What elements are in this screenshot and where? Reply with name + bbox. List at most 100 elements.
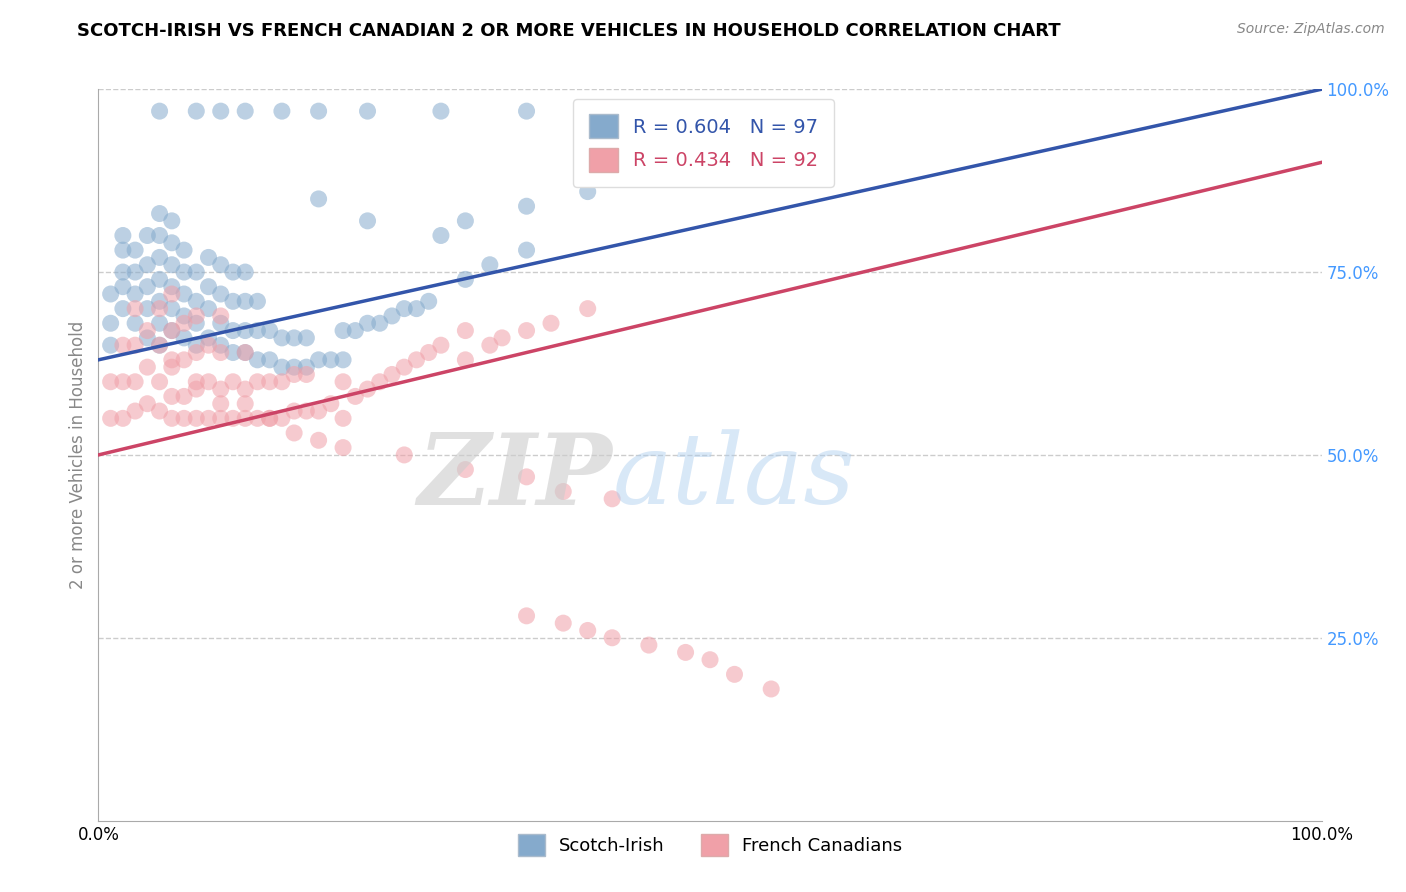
Point [675,645,697,659]
Point [270,331,294,345]
Point [197,411,219,425]
Point [515,104,537,119]
Point [295,368,318,382]
Point [136,279,159,293]
Point [160,258,183,272]
Point [209,382,232,396]
Point [332,441,354,455]
Point [222,324,245,338]
Point [233,382,256,396]
Point [160,235,183,250]
Point [283,425,305,440]
Point [136,397,159,411]
Point [222,265,245,279]
Point [515,324,537,338]
Point [186,338,208,352]
Point [186,345,208,359]
Text: Source: ZipAtlas.com: Source: ZipAtlas.com [1237,22,1385,37]
Point [222,345,245,359]
Point [418,345,440,359]
Point [173,243,195,257]
Legend: Scotch-Irish, French Canadians: Scotch-Irish, French Canadians [510,826,910,863]
Point [173,316,195,330]
Point [197,375,219,389]
Point [637,638,661,652]
Point [124,338,146,352]
Point [124,404,146,418]
Point [100,316,122,330]
Point [186,309,208,323]
Point [186,411,208,425]
Point [576,301,599,316]
Point [209,345,232,359]
Point [332,324,354,338]
Point [209,411,232,425]
Point [405,301,427,316]
Point [160,324,183,338]
Point [356,214,378,228]
Point [515,243,537,257]
Point [149,316,172,330]
Point [100,411,122,425]
Point [186,265,208,279]
Point [111,411,134,425]
Point [270,360,294,375]
Point [197,301,219,316]
Point [136,301,159,316]
Point [283,360,305,375]
Point [454,324,477,338]
Point [100,287,122,301]
Point [430,228,453,243]
Point [246,411,269,425]
Point [418,294,440,309]
Point [124,316,146,330]
Point [332,352,354,367]
Point [149,206,172,220]
Point [233,411,256,425]
Point [246,375,269,389]
Point [344,389,367,403]
Point [259,411,281,425]
Point [295,331,318,345]
Point [197,338,219,352]
Point [100,375,122,389]
Point [319,397,342,411]
Point [308,434,330,448]
Point [761,681,783,696]
Point [160,287,183,301]
Point [111,279,134,293]
Point [246,352,269,367]
Point [186,104,208,119]
Point [283,404,305,418]
Point [173,287,195,301]
Point [149,301,172,316]
Point [368,375,391,389]
Point [295,360,318,375]
Point [160,324,183,338]
Point [259,324,281,338]
Point [173,389,195,403]
Point [186,316,208,330]
Point [149,338,172,352]
Point [160,352,183,367]
Point [160,214,183,228]
Point [381,309,404,323]
Point [209,287,232,301]
Point [600,631,623,645]
Point [332,375,354,389]
Point [392,448,416,462]
Point [233,104,256,119]
Point [149,272,172,286]
Point [160,360,183,375]
Point [149,104,172,119]
Point [209,258,232,272]
Point [111,375,134,389]
Point [491,331,513,345]
Text: ZIP: ZIP [418,429,612,525]
Point [405,352,427,367]
Point [111,265,134,279]
Point [454,352,477,367]
Point [124,301,146,316]
Point [173,352,195,367]
Point [600,104,623,119]
